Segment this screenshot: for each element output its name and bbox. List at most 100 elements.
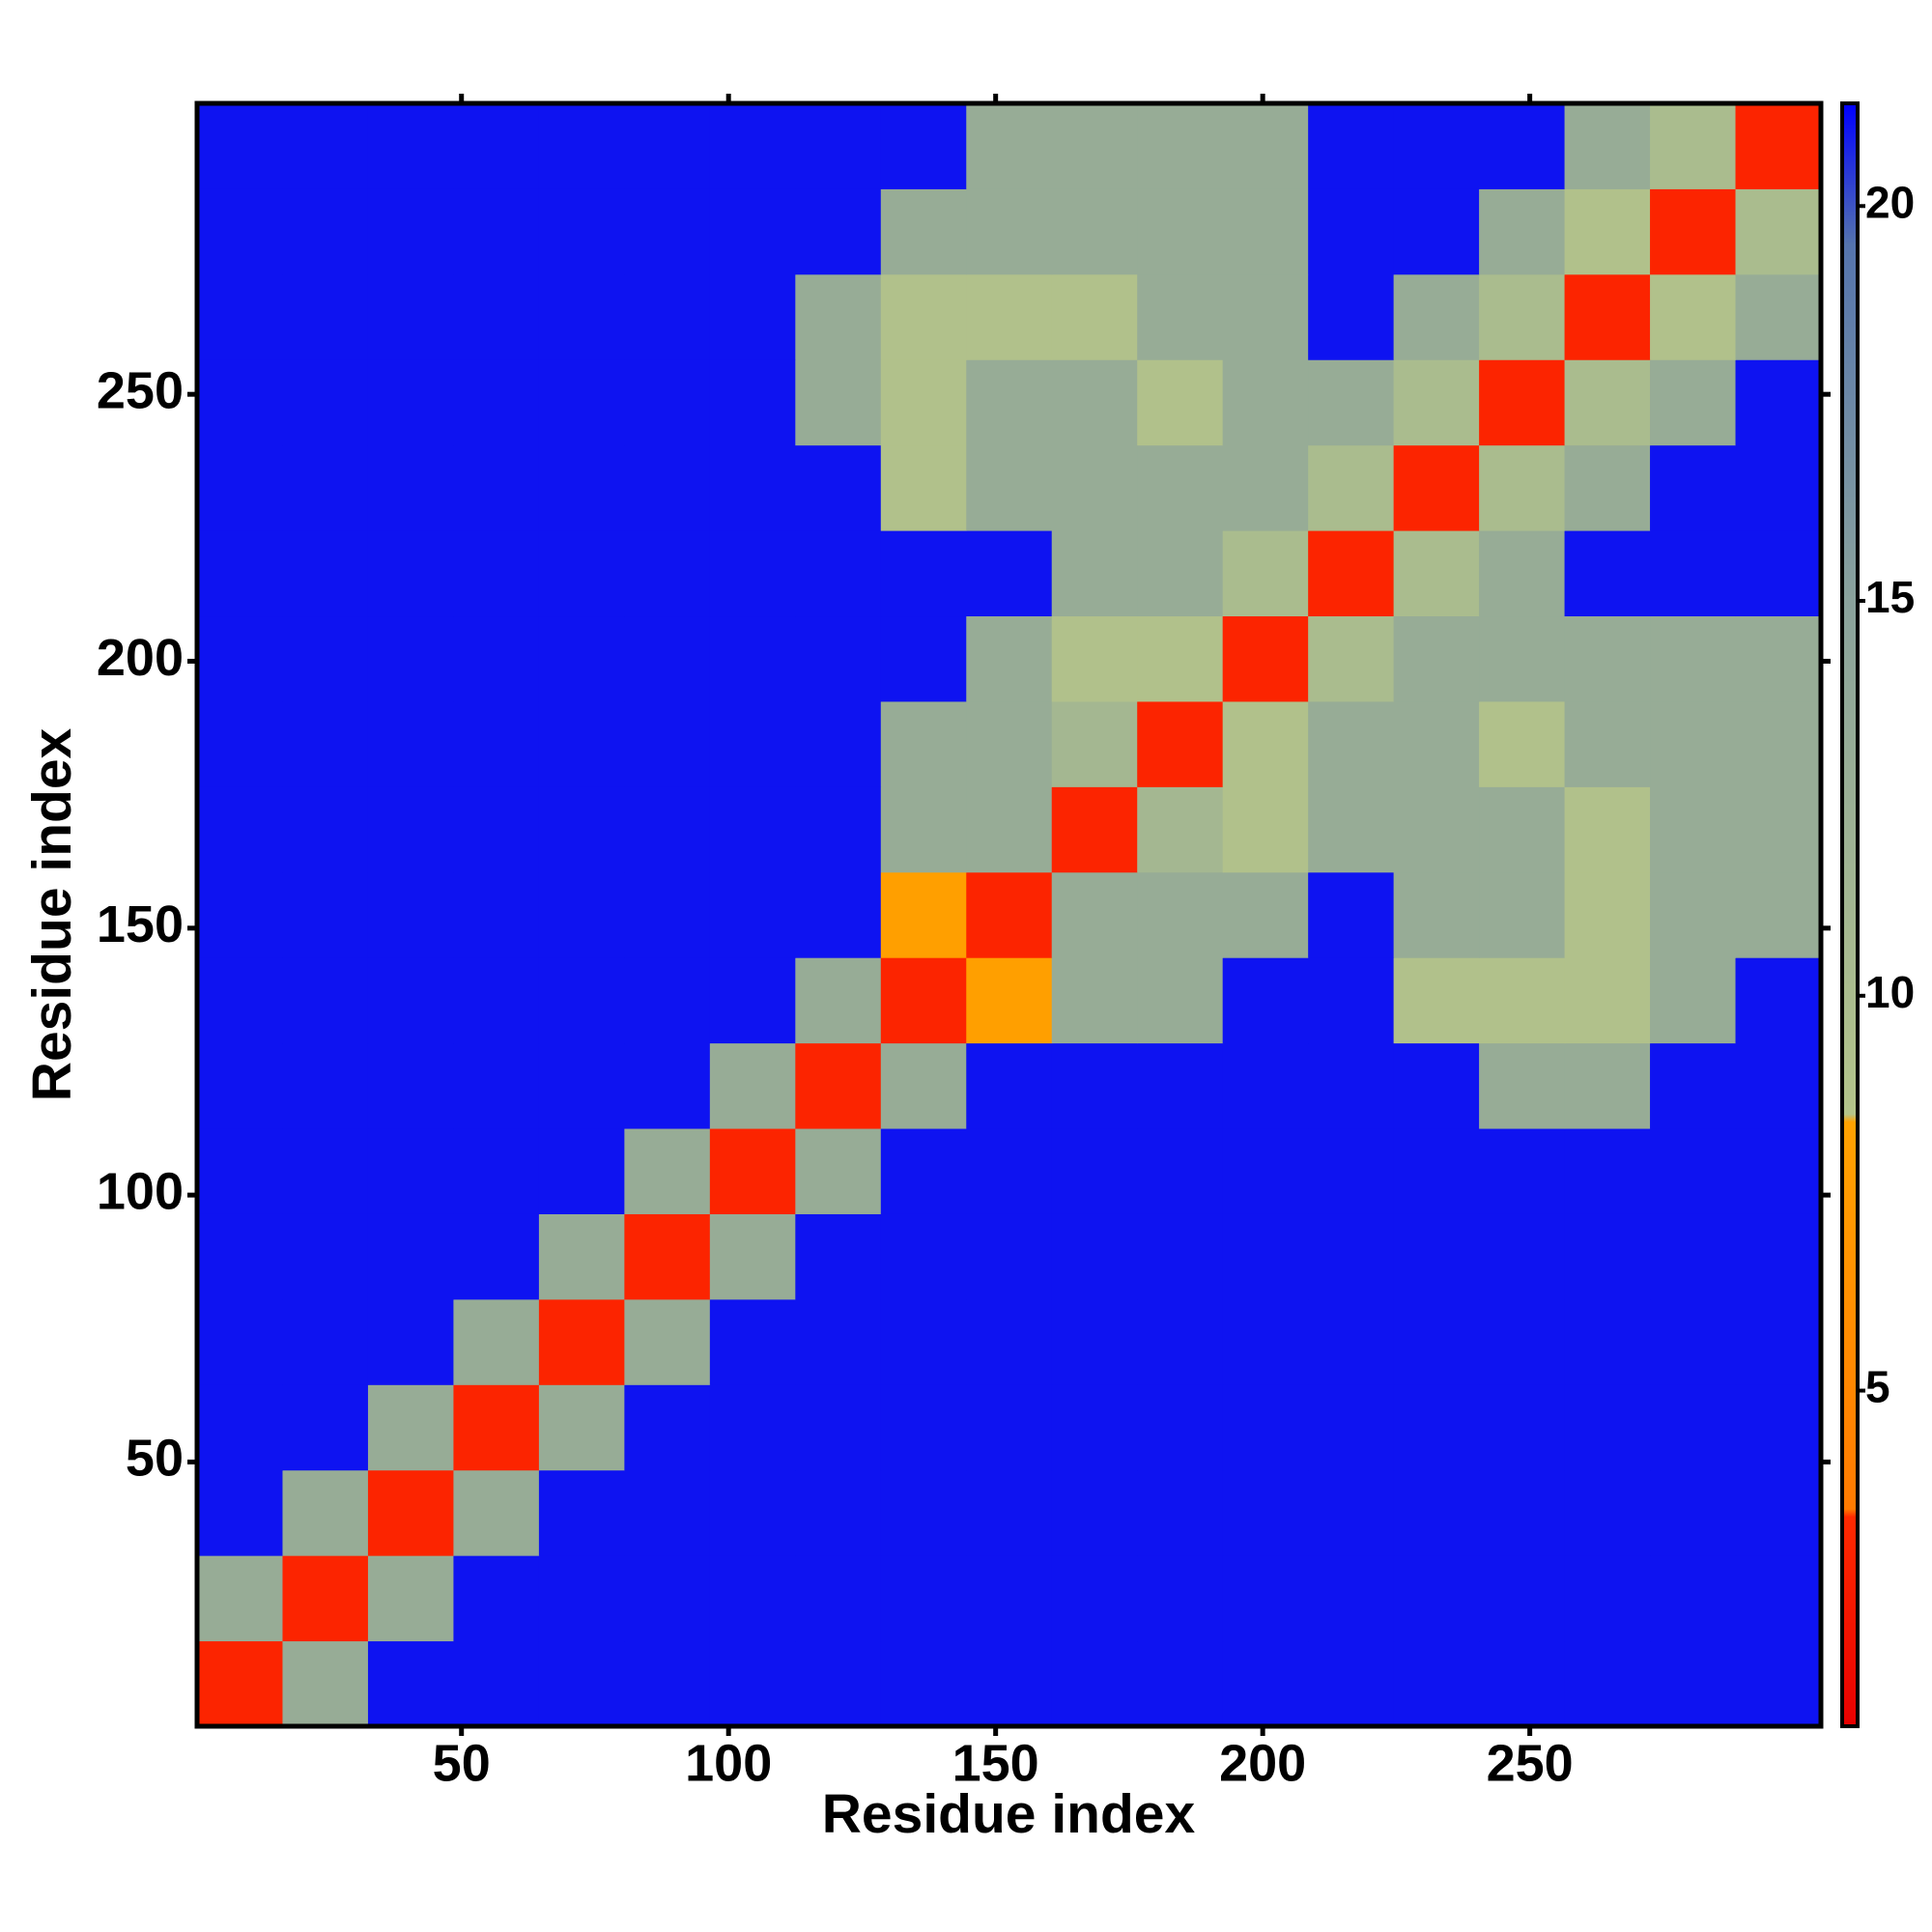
heatmap-cell (1650, 871, 1737, 958)
heatmap-cell (1650, 1042, 1737, 1129)
heatmap-cell (367, 786, 454, 873)
heatmap-cell (1735, 1213, 1822, 1300)
heatmap-cell (197, 700, 283, 787)
heatmap-cell (1735, 530, 1822, 617)
heatmap-cell (709, 530, 796, 617)
heatmap-cell (197, 871, 283, 958)
heatmap-cell (367, 1042, 454, 1129)
heatmap-cell (282, 1298, 369, 1385)
heatmap-cell (1650, 786, 1737, 873)
heatmap-cell (453, 615, 540, 702)
heatmap-cell (966, 188, 1053, 275)
heatmap-cell (880, 188, 967, 275)
heatmap-cell (1564, 615, 1651, 702)
heatmap-cell (1222, 1042, 1309, 1129)
heatmap-cell (1650, 615, 1737, 702)
heatmap-cell (880, 1042, 967, 1129)
heatmap-cell (966, 1640, 1053, 1727)
heatmap-cell (1051, 188, 1138, 275)
heatmap-cell (282, 444, 369, 531)
heatmap-cell (197, 615, 283, 702)
heatmap-cell (367, 871, 454, 958)
heatmap-cell (1479, 273, 1566, 360)
heatmap-cell (795, 1555, 882, 1642)
heatmap-cell (1222, 786, 1309, 873)
heatmap-cell (1479, 957, 1566, 1044)
heatmap-cell (453, 103, 540, 189)
heatmap-cell (1222, 700, 1309, 787)
heatmap-cell (1137, 1298, 1224, 1385)
colorbar-tick-label: 5 (1865, 1362, 1890, 1412)
heatmap-cell (1051, 957, 1138, 1044)
heatmap-cell (795, 1213, 882, 1300)
heatmap-cell (453, 871, 540, 958)
heatmap-cell (1564, 1128, 1651, 1214)
heatmap-cell (538, 1298, 625, 1385)
heatmap-cell (880, 700, 967, 787)
heatmap-cell (453, 273, 540, 360)
x-tick-label: 200 (1219, 1734, 1306, 1792)
heatmap-cell (1564, 530, 1651, 617)
heatmap-cell (1564, 1213, 1651, 1300)
heatmap-cell (966, 1128, 1053, 1214)
heatmap-cell (197, 1384, 283, 1471)
heatmap-cell (1137, 188, 1224, 275)
heatmap-cell (367, 530, 454, 617)
heatmap-cell (1650, 1298, 1737, 1385)
heatmap-cell (453, 957, 540, 1044)
y-tick-label: 50 (126, 1430, 184, 1488)
heatmap-cell (1564, 273, 1651, 360)
heatmap-cell (1051, 359, 1138, 446)
heatmap-cell (1650, 359, 1737, 446)
heatmap-cell (709, 1128, 796, 1214)
heatmap-cell (197, 1298, 283, 1385)
heatmap-cell (538, 103, 625, 189)
heatmap-cell (1479, 1213, 1566, 1300)
heatmap-cell (1222, 1384, 1309, 1471)
heatmap-cell (1051, 444, 1138, 531)
heatmap-cell (453, 359, 540, 446)
heatmap-cell (1479, 1384, 1566, 1471)
heatmap-cell (624, 700, 711, 787)
heatmap-cell (1393, 444, 1480, 531)
heatmap-cell (624, 444, 711, 531)
colorbar-tick-label: 10 (1865, 967, 1915, 1017)
heatmap-cell (1137, 786, 1224, 873)
heatmap-cell (1393, 1469, 1480, 1556)
heatmap-cell (282, 359, 369, 446)
x-axis-title: Residue index (822, 1783, 1196, 1845)
heatmap-cell (1308, 1384, 1395, 1471)
heatmap-cell (1479, 1640, 1566, 1727)
heatmap-cell (1564, 700, 1651, 787)
heatmap-cell (709, 957, 796, 1044)
heatmap-cell (1650, 1555, 1737, 1642)
heatmap-cell (197, 1555, 283, 1642)
heatmap-cell (282, 103, 369, 189)
heatmap-cell (709, 1469, 796, 1556)
heatmap-cell (367, 615, 454, 702)
heatmap-cell (1308, 530, 1395, 617)
heatmap-cell (1735, 700, 1822, 787)
heatmap-cell (1222, 615, 1309, 702)
heatmap-cell (1650, 444, 1737, 531)
heatmap-cell (1479, 1128, 1566, 1214)
heatmap-cell (1393, 786, 1480, 873)
heatmap-cell (966, 1384, 1053, 1471)
heatmap-cell (624, 1128, 711, 1214)
heatmap-cell (709, 359, 796, 446)
heatmap-cell (282, 1469, 369, 1556)
heatmap-cell (795, 615, 882, 702)
heatmap-cell (624, 359, 711, 446)
heatmap-cell (1222, 359, 1309, 446)
heatmap-cell (1137, 103, 1224, 189)
heatmap-cell (1308, 103, 1395, 189)
heatmap-cell (282, 615, 369, 702)
heatmap-cell (1479, 1555, 1566, 1642)
heatmap-cell (795, 444, 882, 531)
heatmap-cell (1735, 871, 1822, 958)
heatmap-cell (538, 444, 625, 531)
heatmap-cell (624, 1298, 711, 1385)
heatmap-cell (1393, 1298, 1480, 1385)
heatmap-cell (1051, 1640, 1138, 1727)
